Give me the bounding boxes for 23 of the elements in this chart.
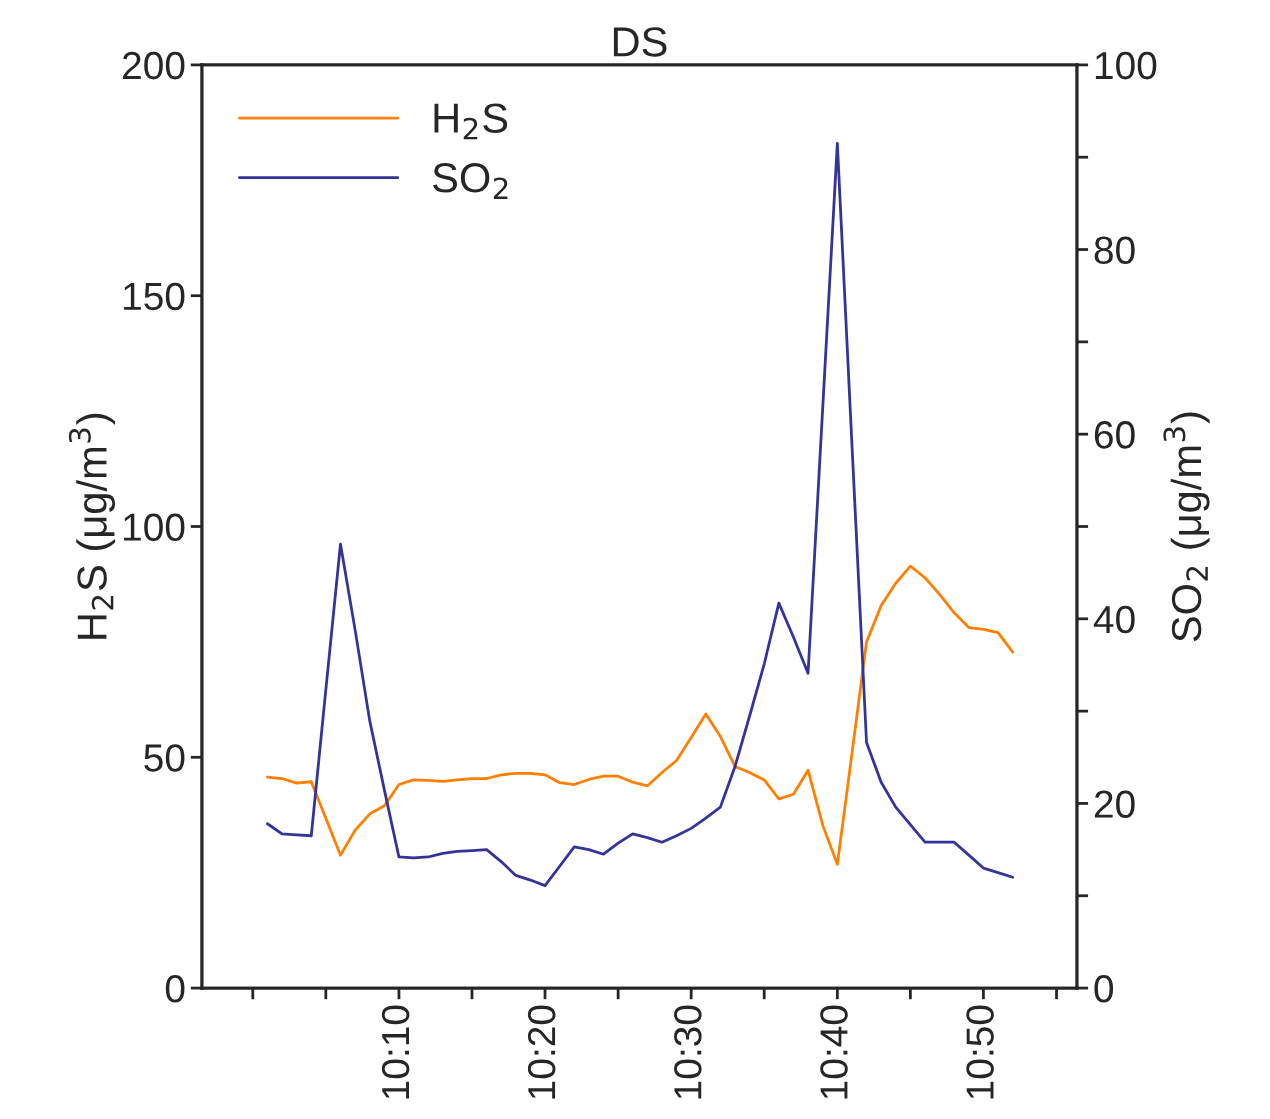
chart-title: DS — [613, 27, 667, 57]
y2-tick-label: 60 — [1094, 421, 1135, 449]
y2-tick-label: 100 — [1095, 51, 1157, 80]
y-tick-label: 100 — [124, 513, 185, 541]
x-tick-label: 10:10 — [381, 1005, 410, 1099]
legend-label: H$_{2}$S — [434, 103, 508, 140]
x-tick-label: 10:20 — [527, 1005, 556, 1099]
x-tick-label: 10:30 — [674, 1005, 702, 1099]
x-tick-label: 10:40 — [820, 1005, 848, 1099]
y-tick-label: 50 — [144, 744, 185, 772]
y2-tick-label: 0 — [1094, 975, 1114, 1003]
y2-axis-title: SO$_{2}$ (μg/m$^{3}$) — [1163, 412, 1210, 642]
y-tick-label: 150 — [124, 282, 185, 311]
x-tick-label: 10:50 — [966, 1005, 994, 1099]
y2-tick-label: 20 — [1094, 790, 1135, 818]
y2-tick-label: 40 — [1093, 605, 1135, 634]
y2-tick-label: 80 — [1094, 236, 1135, 265]
legend-label: SO$_{2}$ — [432, 163, 508, 200]
y-tick-label: 0 — [165, 975, 185, 1003]
line-series — [266, 564, 1015, 866]
y-axis-title: H$_{2}$S (μg/m$^{3}$) — [68, 413, 116, 639]
line-series — [266, 141, 1015, 887]
y-tick-label: 200 — [123, 51, 185, 80]
